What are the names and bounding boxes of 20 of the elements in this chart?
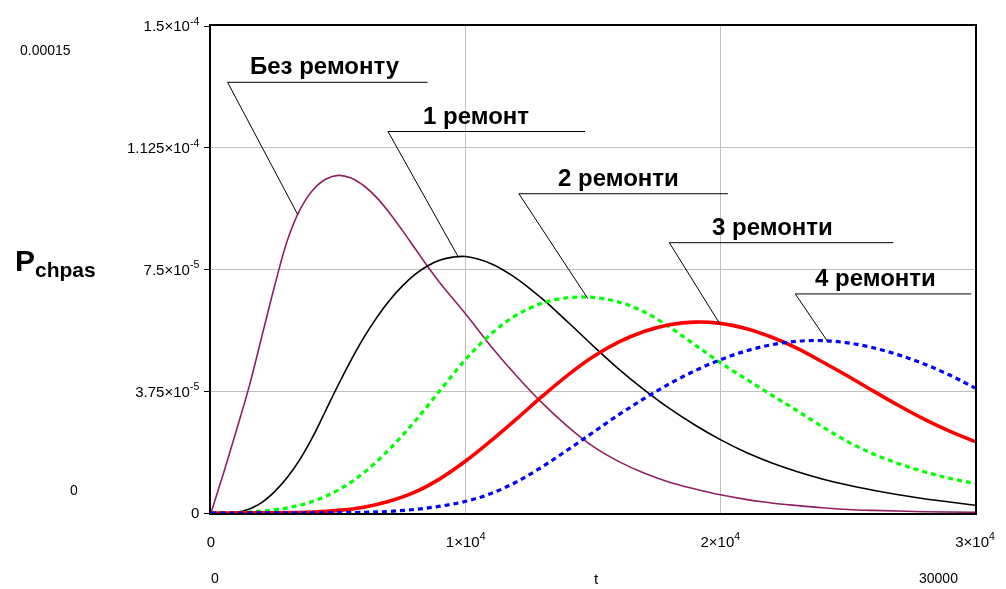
y-tick-label: 3.75×10$^{-5}$ (135, 380, 200, 400)
text: 30000 (919, 570, 959, 586)
annotation: 2 ремонти (558, 164, 679, 191)
text: 0.00015 (20, 42, 71, 58)
y-tick-label: 0 (190, 504, 200, 522)
annotation: Без ремонту (250, 52, 400, 79)
x-tick-label: 1×10$^{4}$ (445, 530, 486, 550)
annotation: 1 ремонт (423, 102, 530, 129)
x-tick-label: 2×10$^{4}$ (700, 530, 741, 550)
x-axis-title: t (594, 570, 599, 587)
y-tick-label: 1.125×10$^{-4}$ (126, 136, 200, 156)
x-tick-label: 3×10$^{4}$ (955, 530, 995, 550)
x-tick-label: 0 (206, 532, 216, 550)
text: 0 (70, 482, 78, 498)
text: 0 (211, 570, 219, 586)
annotation: 4 ремонти (815, 264, 936, 291)
annotation: 3 ремонти (712, 213, 833, 240)
y-tick-label: 7.5×10$^{-5}$ (143, 258, 200, 278)
y-tick-label: 1.5×10$^{-4}$ (143, 14, 200, 35)
y-axis-title: P$_{chpas}$ (15, 244, 96, 282)
